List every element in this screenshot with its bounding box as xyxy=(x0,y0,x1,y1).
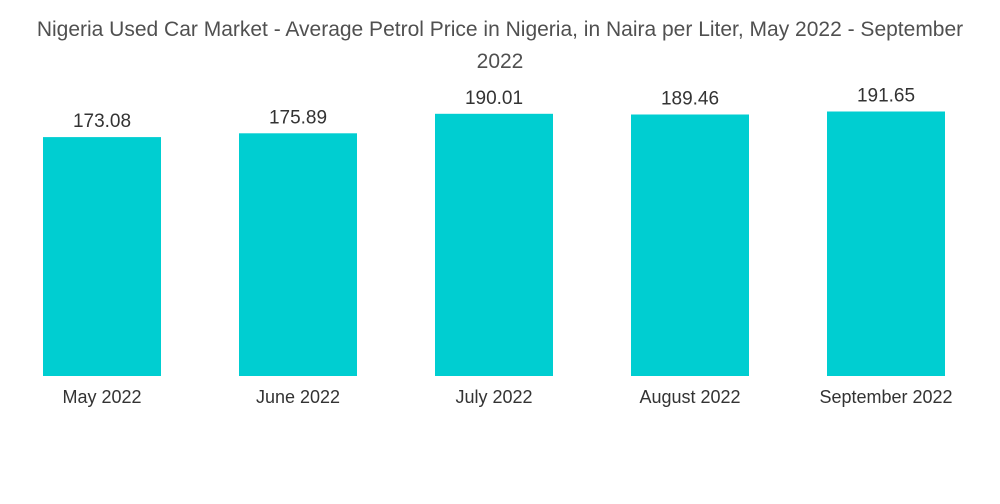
bar-value-label: 189.46 xyxy=(661,89,719,110)
bar-value-label: 190.01 xyxy=(465,88,523,109)
x-tick-label: September 2022 xyxy=(819,387,952,407)
bar-value-label: 175.89 xyxy=(269,107,327,128)
bars-group xyxy=(43,111,945,377)
bar-value-label: 173.08 xyxy=(73,111,131,132)
chart-title: Nigeria Used Car Market - Average Petrol… xyxy=(36,18,964,73)
bar-may-2022 xyxy=(43,137,161,376)
x-tick-label: July 2022 xyxy=(455,387,532,407)
x-tick-label: August 2022 xyxy=(639,387,740,407)
x-axis-ticks: May 2022 June 2022 July 2022 August 2022 Sep… xyxy=(62,387,952,407)
bar-july-2022 xyxy=(435,113,553,377)
x-tick-label: May 2022 xyxy=(62,387,141,407)
value-labels-group: 173.08 175.89 190.01 189.46 191.65 xyxy=(73,86,915,133)
bar-september-2022 xyxy=(827,111,945,376)
x-tick-label: June 2022 xyxy=(256,387,340,407)
bar-august-2022 xyxy=(631,114,749,376)
bar-june-2022 xyxy=(239,133,357,376)
bar-value-label: 191.65 xyxy=(857,86,915,107)
